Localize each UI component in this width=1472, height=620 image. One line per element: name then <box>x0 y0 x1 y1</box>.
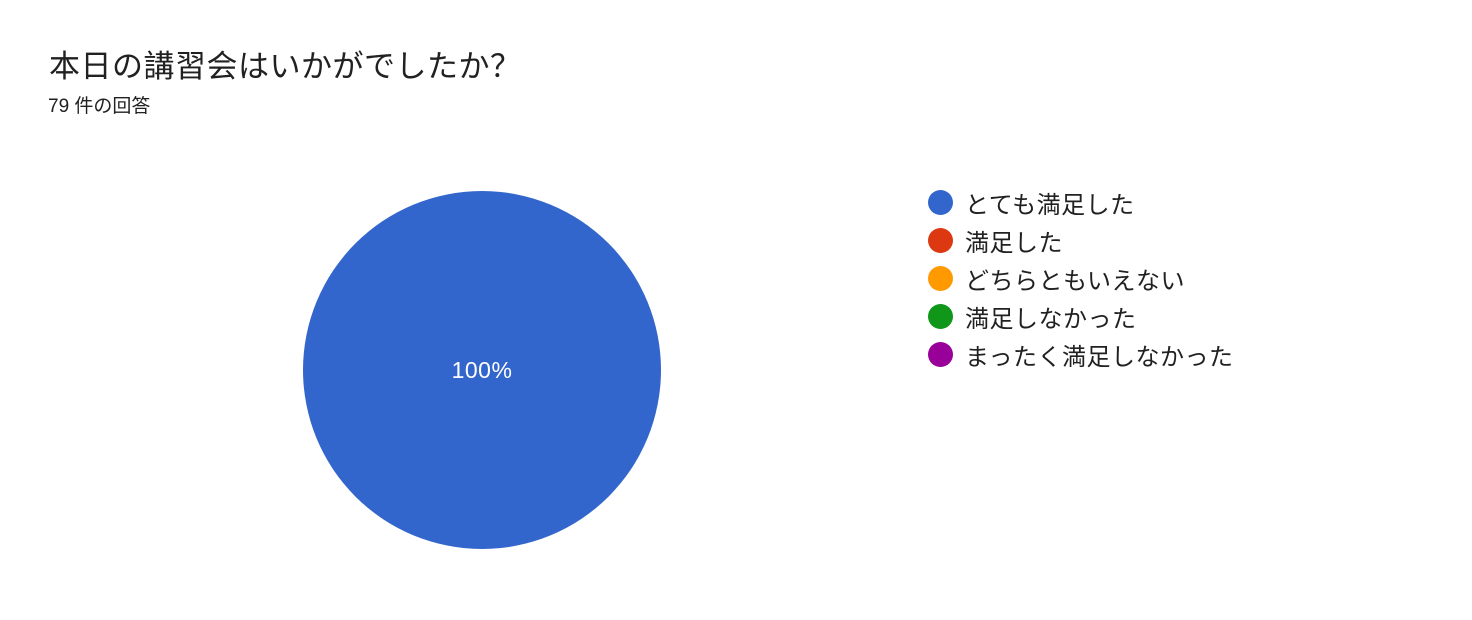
legend-item-label: どちらともいえない <box>965 267 1186 295</box>
legend-swatch-icon <box>928 227 953 253</box>
legend-item: 満足しなかった <box>928 297 1234 335</box>
legend-swatch-icon <box>928 341 953 367</box>
legend-item: まったく満足しなかった <box>928 335 1234 373</box>
legend-item-label: 満足しなかった <box>965 305 1137 333</box>
legend-item-label: 満足した <box>965 229 1063 257</box>
legend-item: 満足した <box>928 221 1234 259</box>
legend-swatch-icon <box>928 303 953 329</box>
pie-slice-label: 100% <box>451 356 513 383</box>
pie-chart[interactable]: 100% <box>303 191 661 549</box>
legend-item: とても満足した <box>928 183 1234 221</box>
legend: とても満足した 満足した どちらともいえない 満足しなかった まったく満足しなか… <box>928 183 1234 373</box>
legend-swatch-icon <box>928 189 953 215</box>
legend-item: どちらともいえない <box>928 259 1234 297</box>
legend-item-label: とても満足した <box>965 191 1135 219</box>
legend-swatch-icon <box>928 265 953 291</box>
question-title: 本日の講習会はいかがでしたか？ <box>49 49 522 84</box>
response-count: 79 件の回答 <box>48 96 151 117</box>
legend-item-label: まったく満足しなかった <box>965 343 1234 371</box>
